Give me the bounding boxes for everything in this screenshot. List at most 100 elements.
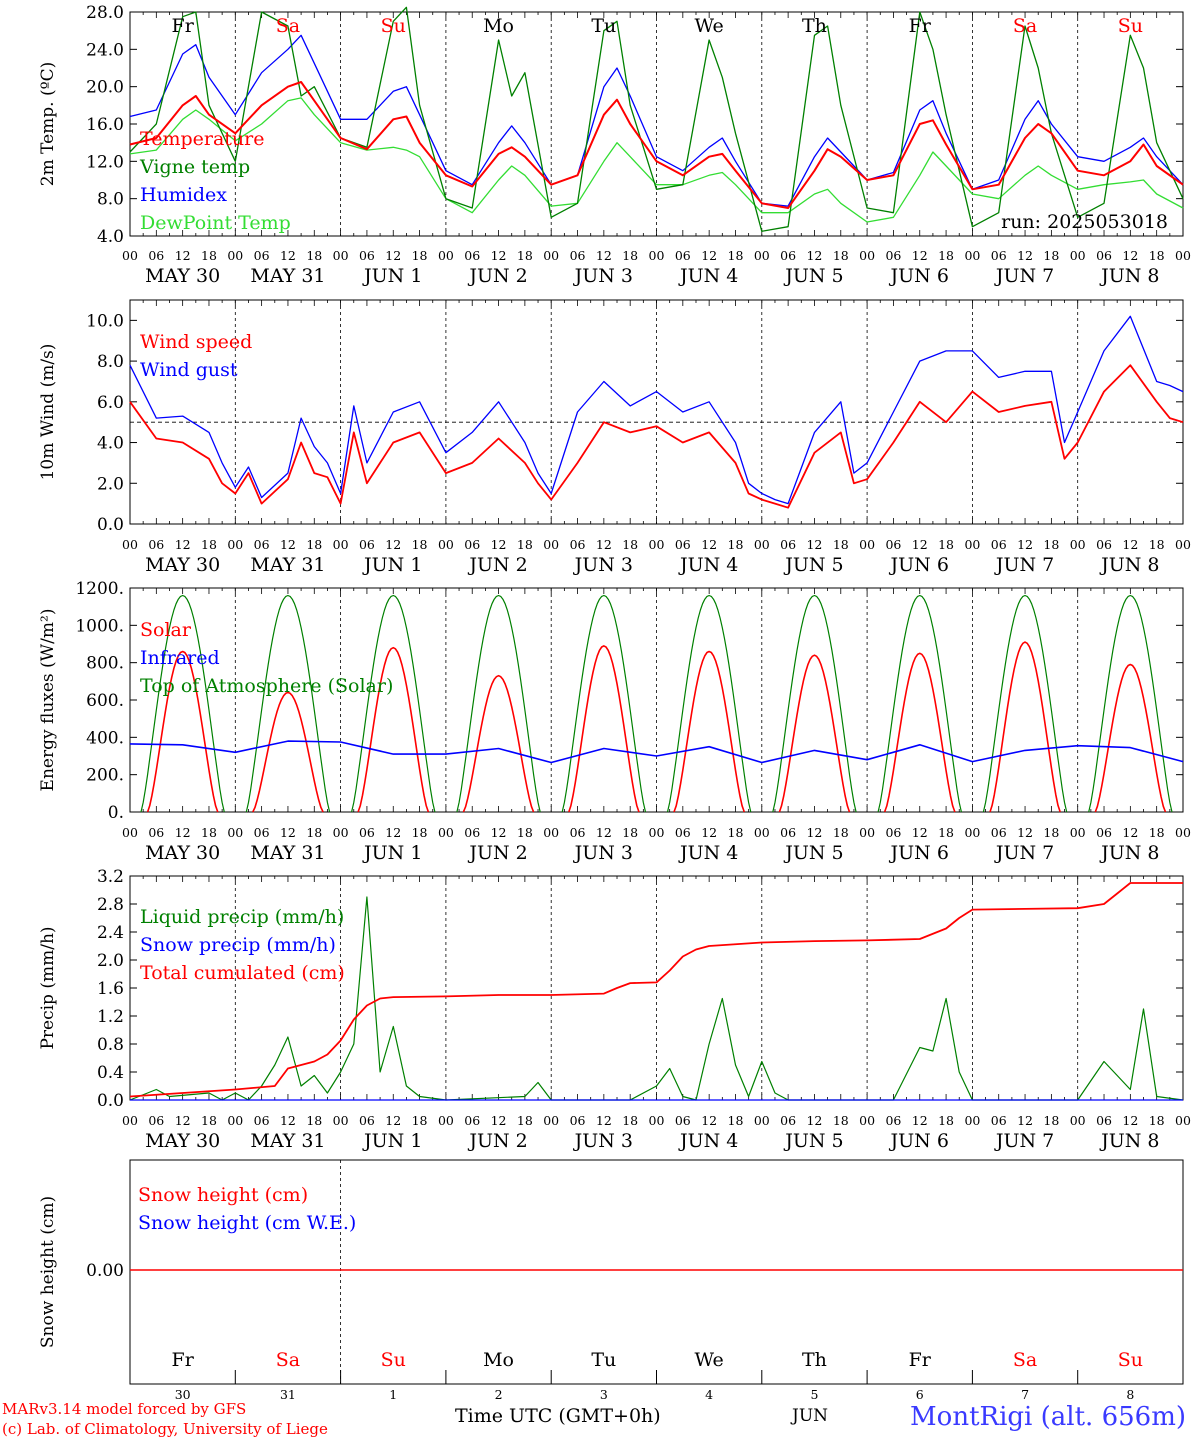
wind-hour-tick-label: 12 xyxy=(701,537,717,552)
temp-hour-tick-label: 06 xyxy=(885,248,901,263)
temp-weekday-label: Sa xyxy=(1013,15,1037,37)
flux-y-tick-label: 400. xyxy=(86,728,124,748)
temp-y-tick-label: 4.0 xyxy=(97,227,124,247)
wind-hour-tick-label: 18 xyxy=(1043,537,1059,552)
flux-series-toa-day xyxy=(666,594,752,813)
precip-hour-tick-label: 18 xyxy=(517,1113,533,1128)
precip-hour-tick-label: 12 xyxy=(175,1113,191,1128)
precip-date-label: MAY 31 xyxy=(250,1130,325,1152)
precip-y-axis-label: Precip (mm/h) xyxy=(38,926,58,1049)
snow-weekday-label: Su xyxy=(1118,1349,1143,1371)
temp-weekday-label: Mo xyxy=(483,15,514,37)
wind-y-tick-label: 2.0 xyxy=(97,474,124,494)
temp-date-label: JUN 2 xyxy=(467,265,527,287)
precip-hour-tick-label: 12 xyxy=(596,1113,612,1128)
wind-hour-tick-label: 12 xyxy=(806,537,822,552)
temp-hour-tick-label: 12 xyxy=(280,248,296,263)
temp-date-label: MAY 31 xyxy=(250,265,325,287)
temp-y-tick-label: 20.0 xyxy=(86,78,124,98)
wind-date-label: JUN 8 xyxy=(1099,554,1159,576)
wind-date-label: MAY 30 xyxy=(145,554,220,576)
wind-hour-tick-label: 00 xyxy=(122,537,138,552)
precip-date-label: JUN 4 xyxy=(678,1130,738,1152)
precip-hour-tick-label: 12 xyxy=(280,1113,296,1128)
temp-hour-tick-label: 06 xyxy=(675,248,691,263)
flux-hour-tick-label: 00 xyxy=(227,825,243,840)
precip-date-label: JUN 7 xyxy=(994,1130,1054,1152)
wind-hour-tick-label: 00 xyxy=(438,537,454,552)
flux-date-label: JUN 8 xyxy=(1099,842,1159,864)
wind-series-gust xyxy=(129,315,1184,505)
precip-date-label: JUN 5 xyxy=(783,1130,843,1152)
precip-hour-tick-label: 00 xyxy=(649,1113,665,1128)
flux-series-solar-day xyxy=(252,691,324,813)
precip-y-tick-label: 1.6 xyxy=(97,979,124,999)
wind-hour-tick-label: 12 xyxy=(912,537,928,552)
flux-hour-tick-label: 00 xyxy=(859,825,875,840)
wind-hour-tick-label: 18 xyxy=(201,537,217,552)
temp-hour-tick-label: 00 xyxy=(1070,248,1086,263)
flux-date-label: JUN 7 xyxy=(994,842,1054,864)
flux-y-tick-label: 200. xyxy=(86,766,124,786)
wind-hour-tick-label: 06 xyxy=(359,537,375,552)
flux-hour-tick-label: 00 xyxy=(1070,825,1086,840)
wind-date-label: JUN 5 xyxy=(783,554,843,576)
precip-hour-tick-label: 00 xyxy=(438,1113,454,1128)
wind-date-label: JUN 4 xyxy=(678,554,738,576)
temp-hour-tick-label: 18 xyxy=(306,248,322,263)
precip-hour-tick-label: 12 xyxy=(1017,1113,1033,1128)
temp-weekday-label: We xyxy=(695,15,724,37)
precip-hour-tick-label: 12 xyxy=(491,1113,507,1128)
wind-hour-tick-label: 06 xyxy=(991,537,1007,552)
temp-hour-tick-label: 12 xyxy=(701,248,717,263)
precip-date-label: MAY 30 xyxy=(145,1130,220,1152)
temp-weekday-label: Fr xyxy=(909,15,932,37)
precip-hour-tick-label: 00 xyxy=(964,1113,980,1128)
precip-hour-tick-label: 00 xyxy=(122,1113,138,1128)
temp-hour-tick-label: 12 xyxy=(385,248,401,263)
flux-hour-tick-label: 18 xyxy=(306,825,322,840)
wind-series-speed xyxy=(129,364,1184,509)
precip-y-tick-label: 0.8 xyxy=(97,1035,124,1055)
time-axis-label: Time UTC (GMT+0h) xyxy=(455,1405,661,1427)
temp-weekday-label: Tu xyxy=(591,15,616,37)
temp-hour-tick-label: 00 xyxy=(1175,248,1191,263)
flux-hour-tick-label: 18 xyxy=(517,825,533,840)
temp-hour-tick-label: 12 xyxy=(596,248,612,263)
precip-hour-tick-label: 00 xyxy=(1070,1113,1086,1128)
precip-hour-tick-label: 06 xyxy=(359,1113,375,1128)
flux-hour-tick-label: 18 xyxy=(1149,825,1165,840)
flux-hour-tick-label: 06 xyxy=(254,825,270,840)
wind-hour-tick-label: 18 xyxy=(728,537,744,552)
precip-hour-tick-label: 06 xyxy=(148,1113,164,1128)
precip-legend-snow-precip-mm-h: Snow precip (mm/h) xyxy=(140,934,336,956)
precip-hour-tick-label: 06 xyxy=(885,1113,901,1128)
snow-weekday-label: Fr xyxy=(172,1349,195,1371)
model-credit: MARv3.14 model forced by GFS xyxy=(2,1400,247,1418)
snow-day-number: 5 xyxy=(810,1387,818,1402)
temp-hour-tick-label: 18 xyxy=(201,248,217,263)
run-label: run: 2025053018 xyxy=(1001,211,1168,233)
flux-hour-tick-label: 12 xyxy=(806,825,822,840)
snow-day-number: 8 xyxy=(1126,1387,1134,1402)
flux-hour-tick-label: 12 xyxy=(1122,825,1138,840)
temp-y-tick-label: 12.0 xyxy=(86,152,124,172)
precip-hour-tick-label: 00 xyxy=(543,1113,559,1128)
temp-hour-tick-label: 06 xyxy=(780,248,796,263)
wind-hour-tick-label: 18 xyxy=(1149,537,1165,552)
precip-y-tick-label: 2.4 xyxy=(97,923,124,943)
temp-date-label: JUN 8 xyxy=(1099,265,1159,287)
snow-day-number: 1 xyxy=(389,1387,397,1402)
wind-hour-tick-label: 12 xyxy=(1017,537,1033,552)
wind-date-label: MAY 31 xyxy=(250,554,325,576)
flux-frame xyxy=(129,587,1184,813)
wind-hour-tick-label: 00 xyxy=(754,537,770,552)
wind-date-label: JUN 3 xyxy=(573,554,633,576)
snow-y-tick-label: 0.00 xyxy=(86,1261,124,1281)
precip-y-tick-label: 1.2 xyxy=(97,1007,124,1027)
temp-hour-tick-label: 18 xyxy=(833,248,849,263)
wind-hour-tick-label: 06 xyxy=(464,537,480,552)
flux-series-toa-day xyxy=(982,594,1068,813)
temp-legend-dewpoint-temp: DewPoint Temp xyxy=(140,212,291,234)
